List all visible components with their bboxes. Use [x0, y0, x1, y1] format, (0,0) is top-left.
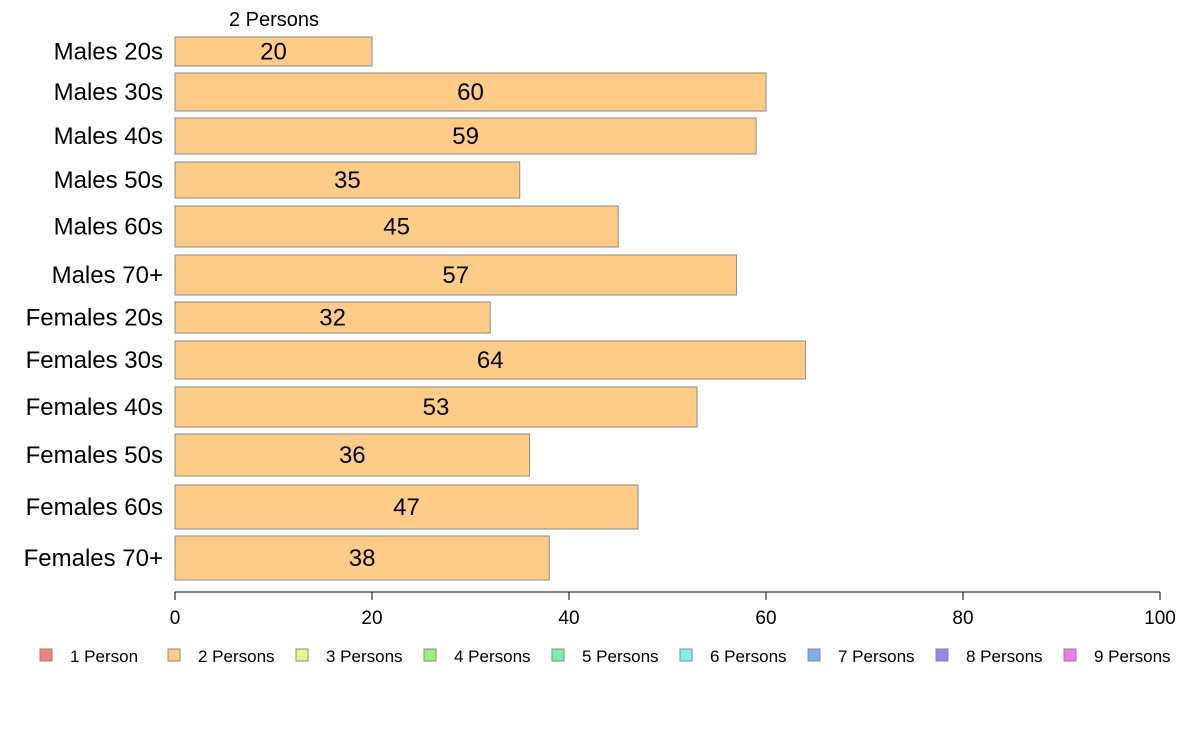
- category-label: Males 70+: [52, 262, 163, 289]
- x-tick-label: 80: [952, 608, 973, 629]
- category-label: Males 40s: [54, 123, 163, 150]
- bar-value-label: 38: [349, 545, 376, 572]
- bar: [174, 36, 373, 67]
- legend-label: 7 Persons: [838, 647, 915, 666]
- category-label: Females 70+: [24, 545, 163, 572]
- legend-swatch: [679, 648, 693, 662]
- category-label: Males 20s: [54, 39, 163, 66]
- category-label: Males 60s: [54, 214, 163, 241]
- bar-value-label: 57: [442, 262, 469, 289]
- bar-value-label: 64: [477, 347, 504, 374]
- bar: [174, 340, 806, 380]
- legend-label: 1 Person: [70, 647, 138, 666]
- category-label: Males 50s: [54, 167, 163, 194]
- bar: [174, 72, 767, 112]
- x-tick-label: 100: [1144, 608, 1176, 629]
- legend-label: 8 Persons: [966, 647, 1043, 666]
- legend-label: 2 Persons: [198, 647, 275, 666]
- x-tick-label: 0: [170, 608, 181, 629]
- category-label: Females 60s: [26, 494, 163, 521]
- x-tick-label: 60: [755, 608, 776, 629]
- x-axis: 0 20 40 60 80 100: [170, 591, 1176, 629]
- x-tick-label: 40: [558, 608, 579, 629]
- category-label: Females 40s: [26, 394, 163, 421]
- bar: [174, 386, 698, 428]
- bar: [174, 205, 619, 248]
- legend-label: 6 Persons: [710, 647, 787, 666]
- bar: [174, 484, 639, 530]
- bar-value-label: 20: [260, 39, 287, 66]
- legend-label: 9 Persons: [1094, 647, 1171, 666]
- category-label: Females 30s: [26, 347, 163, 374]
- legend-swatch: [935, 648, 949, 662]
- legend-label: 5 Persons: [582, 647, 659, 666]
- legend-swatch: [295, 648, 309, 662]
- legend-label: 4 Persons: [454, 647, 531, 666]
- legend: 1 Person 2 Persons 3 Persons 4 Persons 5 Per…: [39, 647, 1171, 666]
- bar: [174, 254, 737, 296]
- legend-swatch: [551, 648, 565, 662]
- bar-value-label: 47: [393, 494, 420, 521]
- bar: [174, 301, 491, 334]
- bar: [174, 161, 521, 199]
- x-tick-label: 20: [361, 608, 382, 629]
- bar-value-label: 36: [339, 442, 366, 469]
- legend-swatch: [167, 648, 181, 662]
- bar: [174, 117, 757, 155]
- bar-value-label: 32: [319, 305, 346, 332]
- bars-group: Males 20s 20 Males 30s 60 Males 40s 59 Males 5…: [24, 36, 806, 581]
- category-label: Males 30s: [54, 79, 163, 106]
- bar: [174, 535, 550, 581]
- legend-swatch: [39, 648, 53, 662]
- category-label: Females 20s: [26, 305, 163, 332]
- legend-swatch: [1063, 648, 1077, 662]
- category-label: Females 50s: [26, 442, 163, 469]
- bar-value-label: 53: [423, 394, 450, 421]
- bar-value-label: 35: [334, 167, 361, 194]
- bar: [174, 433, 531, 477]
- legend-swatch: [807, 648, 821, 662]
- bar-value-label: 60: [457, 79, 484, 106]
- legend-swatch: [423, 648, 437, 662]
- series-top-label: 2 Persons: [229, 9, 319, 31]
- bar-value-label: 45: [383, 214, 410, 241]
- bar-value-label: 59: [452, 123, 479, 150]
- legend-label: 3 Persons: [326, 647, 403, 666]
